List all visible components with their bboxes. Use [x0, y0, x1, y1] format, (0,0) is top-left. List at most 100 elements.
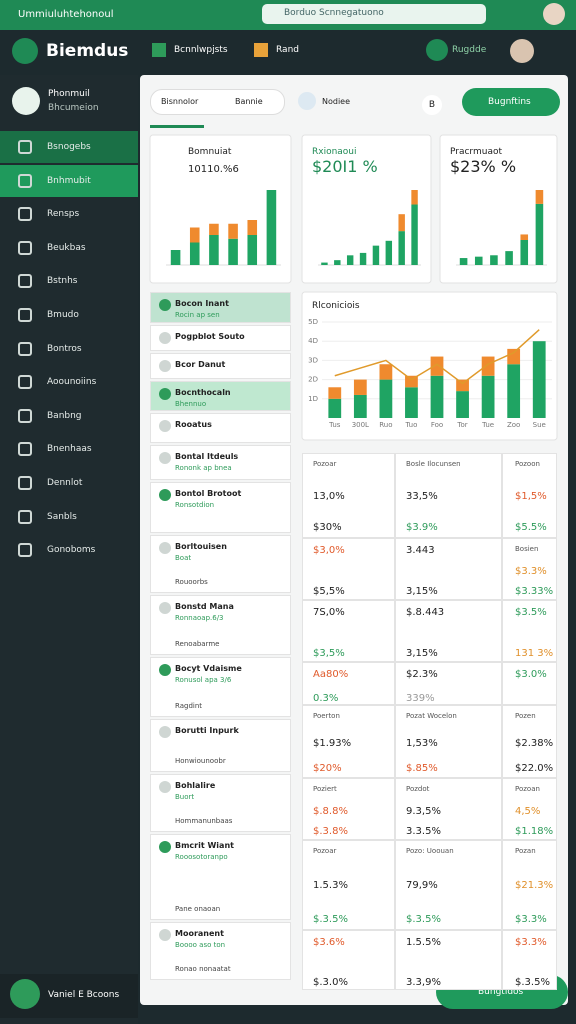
list-item[interactable]: Bcor Danut: [150, 353, 291, 379]
cell-text: $.3.5%: [313, 913, 348, 925]
list-item[interactable]: Borutti Inpurk Honwiounoobr: [150, 719, 291, 772]
cell-text: $1.18%: [515, 826, 554, 838]
sidebar-item[interactable]: Gonoboms: [0, 534, 138, 566]
cell-text: Pozat Wocelon: [406, 712, 457, 720]
bar-top: [520, 234, 529, 240]
sidebar-item[interactable]: Banbng: [0, 400, 138, 432]
nav-tab[interactable]: Rand: [276, 45, 299, 55]
table-cell: Aa80% 0.3%: [302, 662, 395, 705]
tab[interactable]: Bisnnolor: [161, 97, 199, 106]
avatar[interactable]: [510, 39, 534, 63]
list-icon: [159, 664, 171, 676]
bar-top: [411, 190, 418, 205]
list-item[interactable]: Bocnthocaln Bhennuo: [150, 381, 291, 411]
sidebar-item[interactable]: Rensps: [0, 198, 138, 230]
table-cell: Pozoar 13,0% $30%: [302, 453, 395, 538]
bar-top: [379, 364, 393, 380]
nav-tab[interactable]: Bcnnlwpjsts: [174, 45, 228, 55]
list-foot: Ronao nonaatat: [175, 965, 231, 973]
bar: [430, 375, 444, 418]
sidebar-item[interactable]: Bontros: [0, 333, 138, 365]
bar-top: [481, 356, 495, 376]
search-box[interactable]: Borduo Scnnegatuono: [262, 4, 486, 24]
sidebar-item[interactable]: Beukbas: [0, 232, 138, 264]
sidebar-item[interactable]: Bnenhaas: [0, 433, 138, 465]
table-cell: Poerton $1.93% $20%: [302, 705, 395, 778]
list-item[interactable]: Rooatus: [150, 413, 291, 443]
item-label: Sanbls: [47, 511, 77, 522]
y-tick-label: 2D: [308, 376, 318, 384]
filter-icon: [298, 92, 316, 110]
item-icon: [18, 341, 32, 356]
item-icon: [18, 140, 32, 154]
table-cell: Pozan $21.3% $3.3%: [502, 840, 557, 930]
primary-button[interactable]: Bugnftins: [462, 88, 560, 116]
item-label: Bstnhs: [47, 276, 78, 287]
list-item[interactable]: Bocyt Vdaisme Ronusol apa 3/6 Ragdint: [150, 657, 291, 717]
x-tick-label: Tor: [456, 421, 467, 429]
cell-text: Pozan: [515, 847, 536, 855]
sidebar-item[interactable]: Bstnhs: [0, 265, 138, 297]
cell-text: $3,5%: [313, 648, 345, 660]
search-text: Borduo Scnnegatuono: [284, 8, 384, 18]
sidebar-footer[interactable]: Vaniel E Bcoons: [0, 974, 138, 1018]
list-item[interactable]: Bontol Brotoot Ronsotdion: [150, 482, 291, 533]
top-bar: Ummiuluhtehonoul Borduo Scnnegatuono: [0, 0, 576, 30]
cell-text: $3.9%: [406, 522, 438, 534]
x-tick-label: 300L: [352, 421, 369, 429]
filter[interactable]: Nodiee: [322, 97, 351, 106]
list-item[interactable]: Bonstd Mana Ronnaoap.6/3 Renoabarme: [150, 595, 291, 655]
list-foot: Rouoorbs: [175, 578, 208, 586]
card-value: 10110.%6: [188, 164, 239, 175]
list-sub: Boat: [175, 554, 192, 562]
logo: Biemdus: [46, 41, 129, 61]
list-title: Bohlalire: [175, 781, 216, 790]
list-item[interactable]: Bmcrit Wiant Rooosotoranpo Pane onaoan: [150, 834, 291, 920]
sidebar-item[interactable]: Sanbls: [0, 501, 138, 533]
list-item[interactable]: Bontal Itdeuls Rononk ap bnea: [150, 445, 291, 480]
x-tick-label: Tuo: [404, 421, 417, 429]
list-icon: [159, 299, 171, 311]
list-icon: [159, 452, 171, 464]
list-item[interactable]: Pogpblot Souto: [150, 325, 291, 351]
cell-text: Pozdot: [406, 785, 430, 793]
sidebar: Phonmuil Bhcumeion Vaniel E Bcoons Bsnog…: [0, 75, 138, 1024]
sidebar-item[interactable]: Aoounoiins: [0, 366, 138, 398]
item-label: Dennlot: [47, 478, 83, 488]
list-item[interactable]: Bocon Inant Rocin ap sen: [150, 292, 291, 323]
cell-text: $2.38%: [515, 737, 554, 749]
table-cell: Pozat Wocelon 1,53% $.85%: [395, 705, 502, 778]
list-item[interactable]: Mooranent Boooo aso ton Ronao nonaatat: [150, 922, 291, 980]
nav-button[interactable]: Rugdde: [452, 45, 487, 55]
bar: [385, 240, 393, 265]
list-item[interactable]: Borltouisen Boat Rouoorbs: [150, 535, 291, 593]
badge[interactable]: B: [422, 95, 442, 115]
bar: [411, 204, 418, 265]
bar: [209, 235, 219, 265]
tab[interactable]: Bannie: [235, 97, 263, 106]
table-cell: Pozoon $1,5% $5.5%: [502, 453, 557, 538]
cell-text: 0.3%: [313, 693, 339, 705]
cell-text: $30%: [313, 522, 342, 534]
bar-top: [247, 220, 258, 235]
list-sub: Bhennuo: [175, 400, 207, 408]
card-title: Pracrmuaot: [450, 147, 502, 157]
list-sub: Ronusol apa 3/6: [175, 676, 232, 684]
cell-text: Poerton: [313, 712, 340, 720]
sidebar-item[interactable]: Bmudo: [0, 299, 138, 331]
table-cell: Pozoan 4,5% $1.18%: [502, 778, 557, 840]
cell-text: 1.5.3%: [313, 880, 348, 892]
sidebar-item[interactable]: Bsnogebs: [0, 131, 138, 163]
table-cell: $3.3% $.3.5%: [502, 930, 557, 990]
sidebar-item[interactable]: Dennlot: [0, 467, 138, 499]
cell-text: $5,5%: [313, 586, 345, 598]
list-icon: [159, 841, 171, 853]
table-cell: $3.6% $.3.0%: [302, 930, 395, 990]
avatar[interactable]: [543, 3, 565, 25]
bar: [459, 258, 468, 265]
list-item[interactable]: Bohlalire Buort Hommanunbaas: [150, 774, 291, 832]
sidebar-item[interactable]: Bnhmubit: [0, 164, 138, 197]
chart-title: Rlconiciois: [312, 301, 360, 311]
list-icon: [159, 489, 171, 501]
